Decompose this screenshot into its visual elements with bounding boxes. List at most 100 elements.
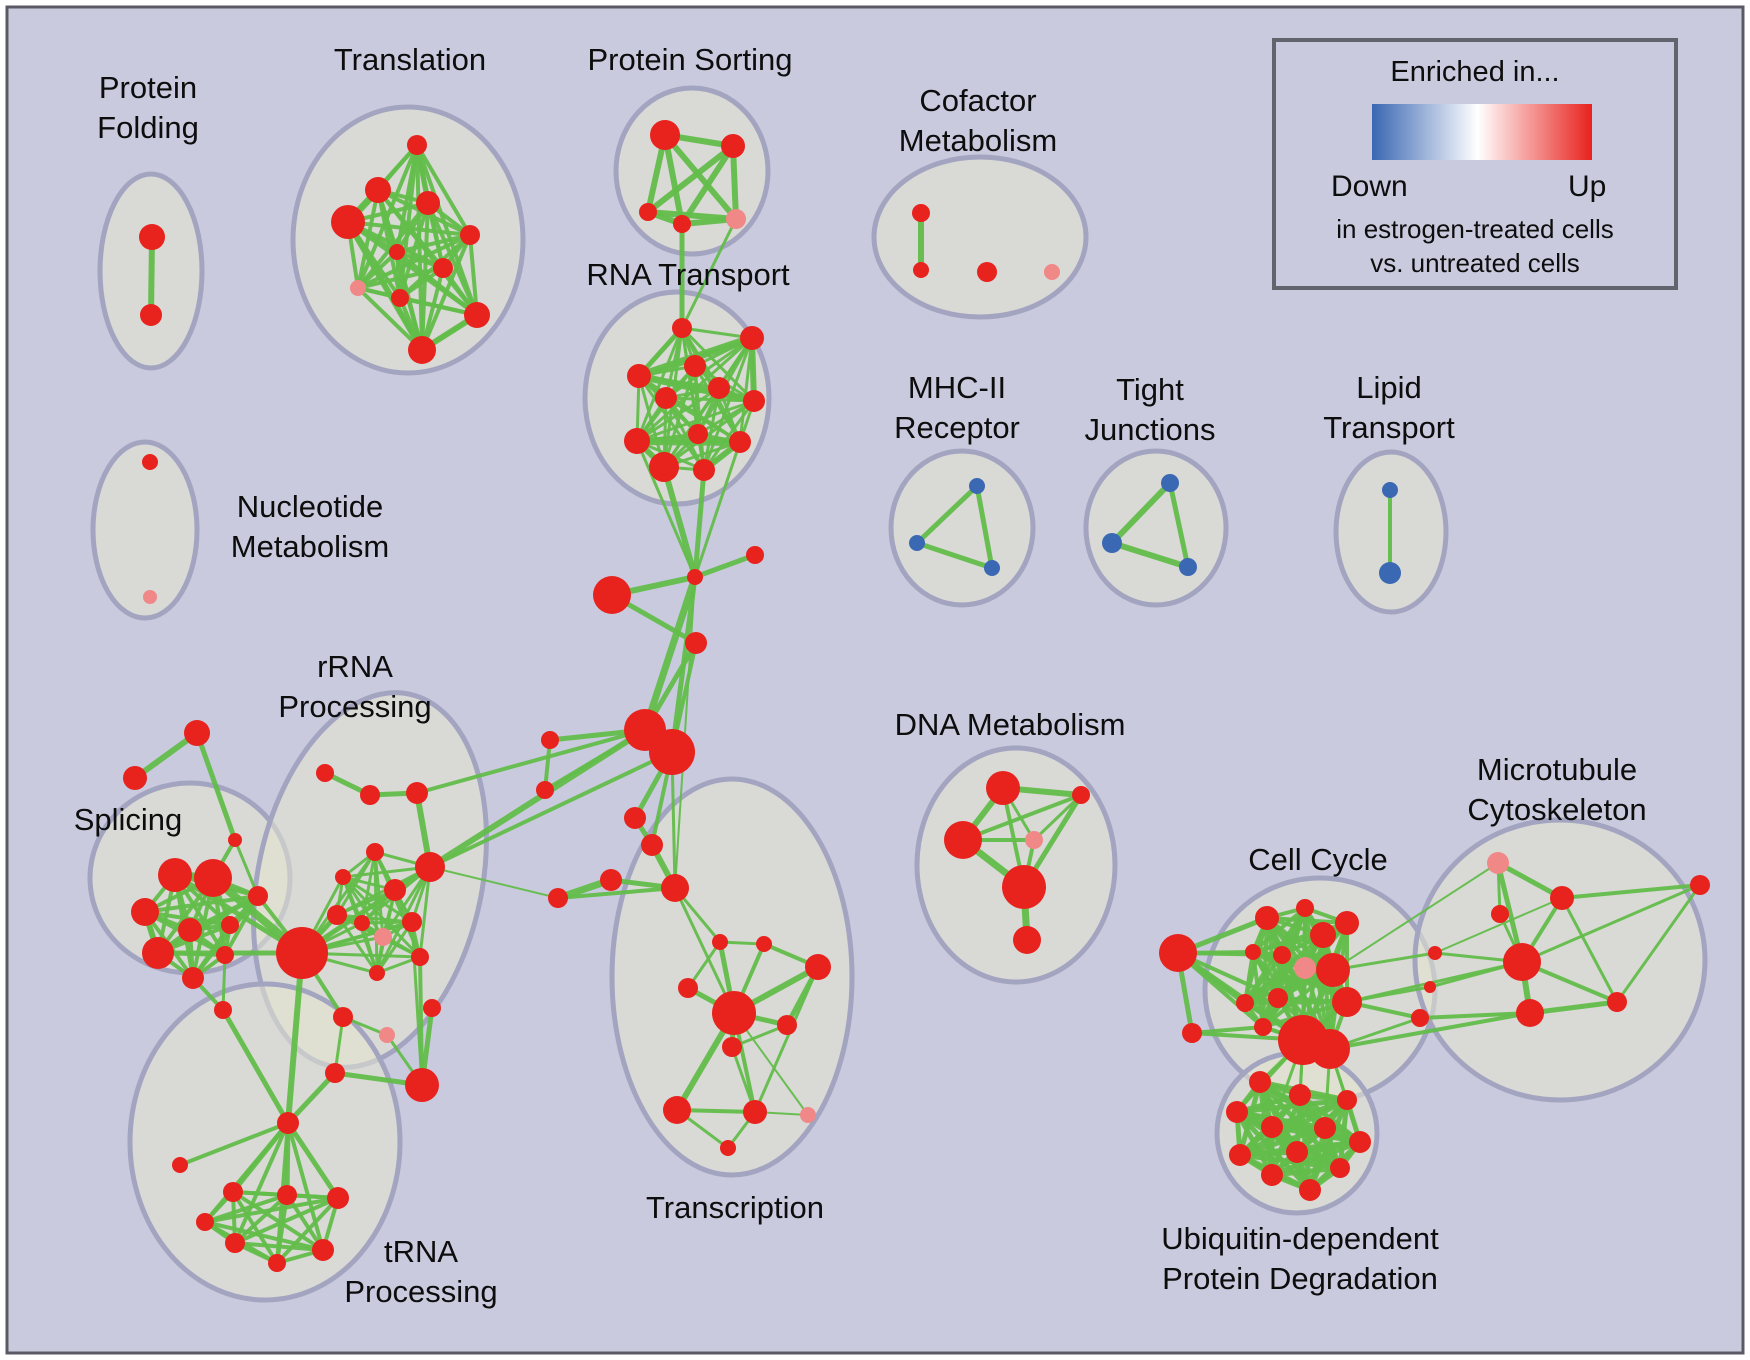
edge [1527,999,1620,1016]
node-t14 [720,1140,736,1156]
edge [415,143,472,237]
node-sp7 [142,937,174,969]
node-t1 [624,807,646,829]
node-b2 [1424,981,1436,993]
edge [341,875,422,959]
edge [1520,883,1702,964]
node-t12 [663,1096,691,1124]
cluster-label-nucleotide-metabolism: Metabolism [231,529,390,564]
edge [633,437,744,446]
edge [223,894,260,957]
node-tj2 [1102,533,1122,553]
node-sp5 [221,916,239,934]
node-ub4 [1226,1101,1248,1123]
edge [635,326,684,443]
node-tn6 [225,1233,245,1253]
edge [914,540,995,571]
node-ccL [1159,934,1197,972]
node-sp9 [216,946,234,964]
cluster-ellipse-trna-processing [127,981,403,1303]
edge [702,386,721,472]
edge [356,266,445,290]
node-rr7 [415,852,445,882]
node-mc4 [1503,943,1541,981]
node-rr9 [354,915,370,931]
node-dm4 [1025,831,1043,849]
cluster-label-lipid-transport: Transport [1323,410,1455,445]
node-ub6 [1314,1117,1336,1139]
node-nm2 [143,590,157,604]
node-rr8 [327,905,347,925]
node-mc1 [1487,852,1509,874]
edge [641,573,699,734]
node-cc10 [1236,994,1254,1012]
edge [692,467,707,580]
edge [203,1220,325,1252]
cluster-label-trna-processing: Processing [344,1274,497,1309]
node-tn3 [327,1187,349,1209]
node-mc2 [1550,886,1574,910]
edge [680,217,738,330]
edge [194,730,238,843]
node-rt4 [627,364,651,388]
cluster-label-protein-sorting: Protein Sorting [587,42,792,77]
edge [635,439,697,579]
node-sp6 [248,886,268,906]
cluster-labels-layer: Protein Folding Translation Protein Sorting… [74,42,1647,1309]
edge [428,750,674,869]
node-tri3 [228,833,242,847]
node-mh3 [984,560,1000,576]
node-lt2 [1379,562,1401,584]
node-tr8 [350,280,366,296]
edge [730,143,739,222]
node-tn2 [277,1185,297,1205]
node-t8 [678,978,698,998]
cluster-label-transcription: Transcription [646,1190,824,1225]
edge [661,464,698,580]
node-t13 [743,1100,767,1124]
node-b3 [1411,1009,1429,1027]
node-rt12 [693,459,715,481]
edge [415,728,647,795]
edge [356,286,424,352]
node-dm1 [986,771,1020,805]
node-rt11 [649,452,679,482]
node-ub8 [1229,1144,1251,1166]
edge [974,483,995,571]
node-rr10 [374,928,392,946]
node-cc14 [1310,1029,1350,1069]
node-rr3 [406,782,428,804]
node-cf4 [1044,264,1060,280]
node-cc6 [1273,946,1291,964]
node-s1 [541,731,559,749]
node-dm6 [1013,926,1041,954]
node-tr6 [389,244,405,260]
node-dm5 [1002,865,1046,909]
edge [221,953,227,1012]
edge [285,1120,341,1201]
cluster-label-nucleotide-metabolism: Nucleotide [237,489,383,524]
cluster-label-tight-junctions: Tight [1116,372,1184,407]
cluster-label-cofactor-metabolism: Metabolism [899,123,1058,158]
node-rt5 [708,377,730,399]
edge [410,920,424,1087]
cluster-label-rna-transport: RNA Transport [586,257,790,292]
node-tr9 [391,289,409,307]
node-mh2 [909,535,925,551]
node-ub1 [1249,1071,1271,1093]
edge [275,1196,340,1265]
edge [395,233,472,254]
node-cc9 [1332,987,1362,1017]
edge [148,234,155,318]
edge [1418,1011,1532,1020]
edge [178,1121,290,1167]
node-ub11 [1261,1164,1283,1186]
node-rr11 [402,912,422,932]
node-tr5 [460,225,480,245]
edge [635,372,758,405]
node-rr16 [423,999,441,1017]
edge [415,143,479,317]
edge [356,233,472,290]
edge [702,336,754,472]
